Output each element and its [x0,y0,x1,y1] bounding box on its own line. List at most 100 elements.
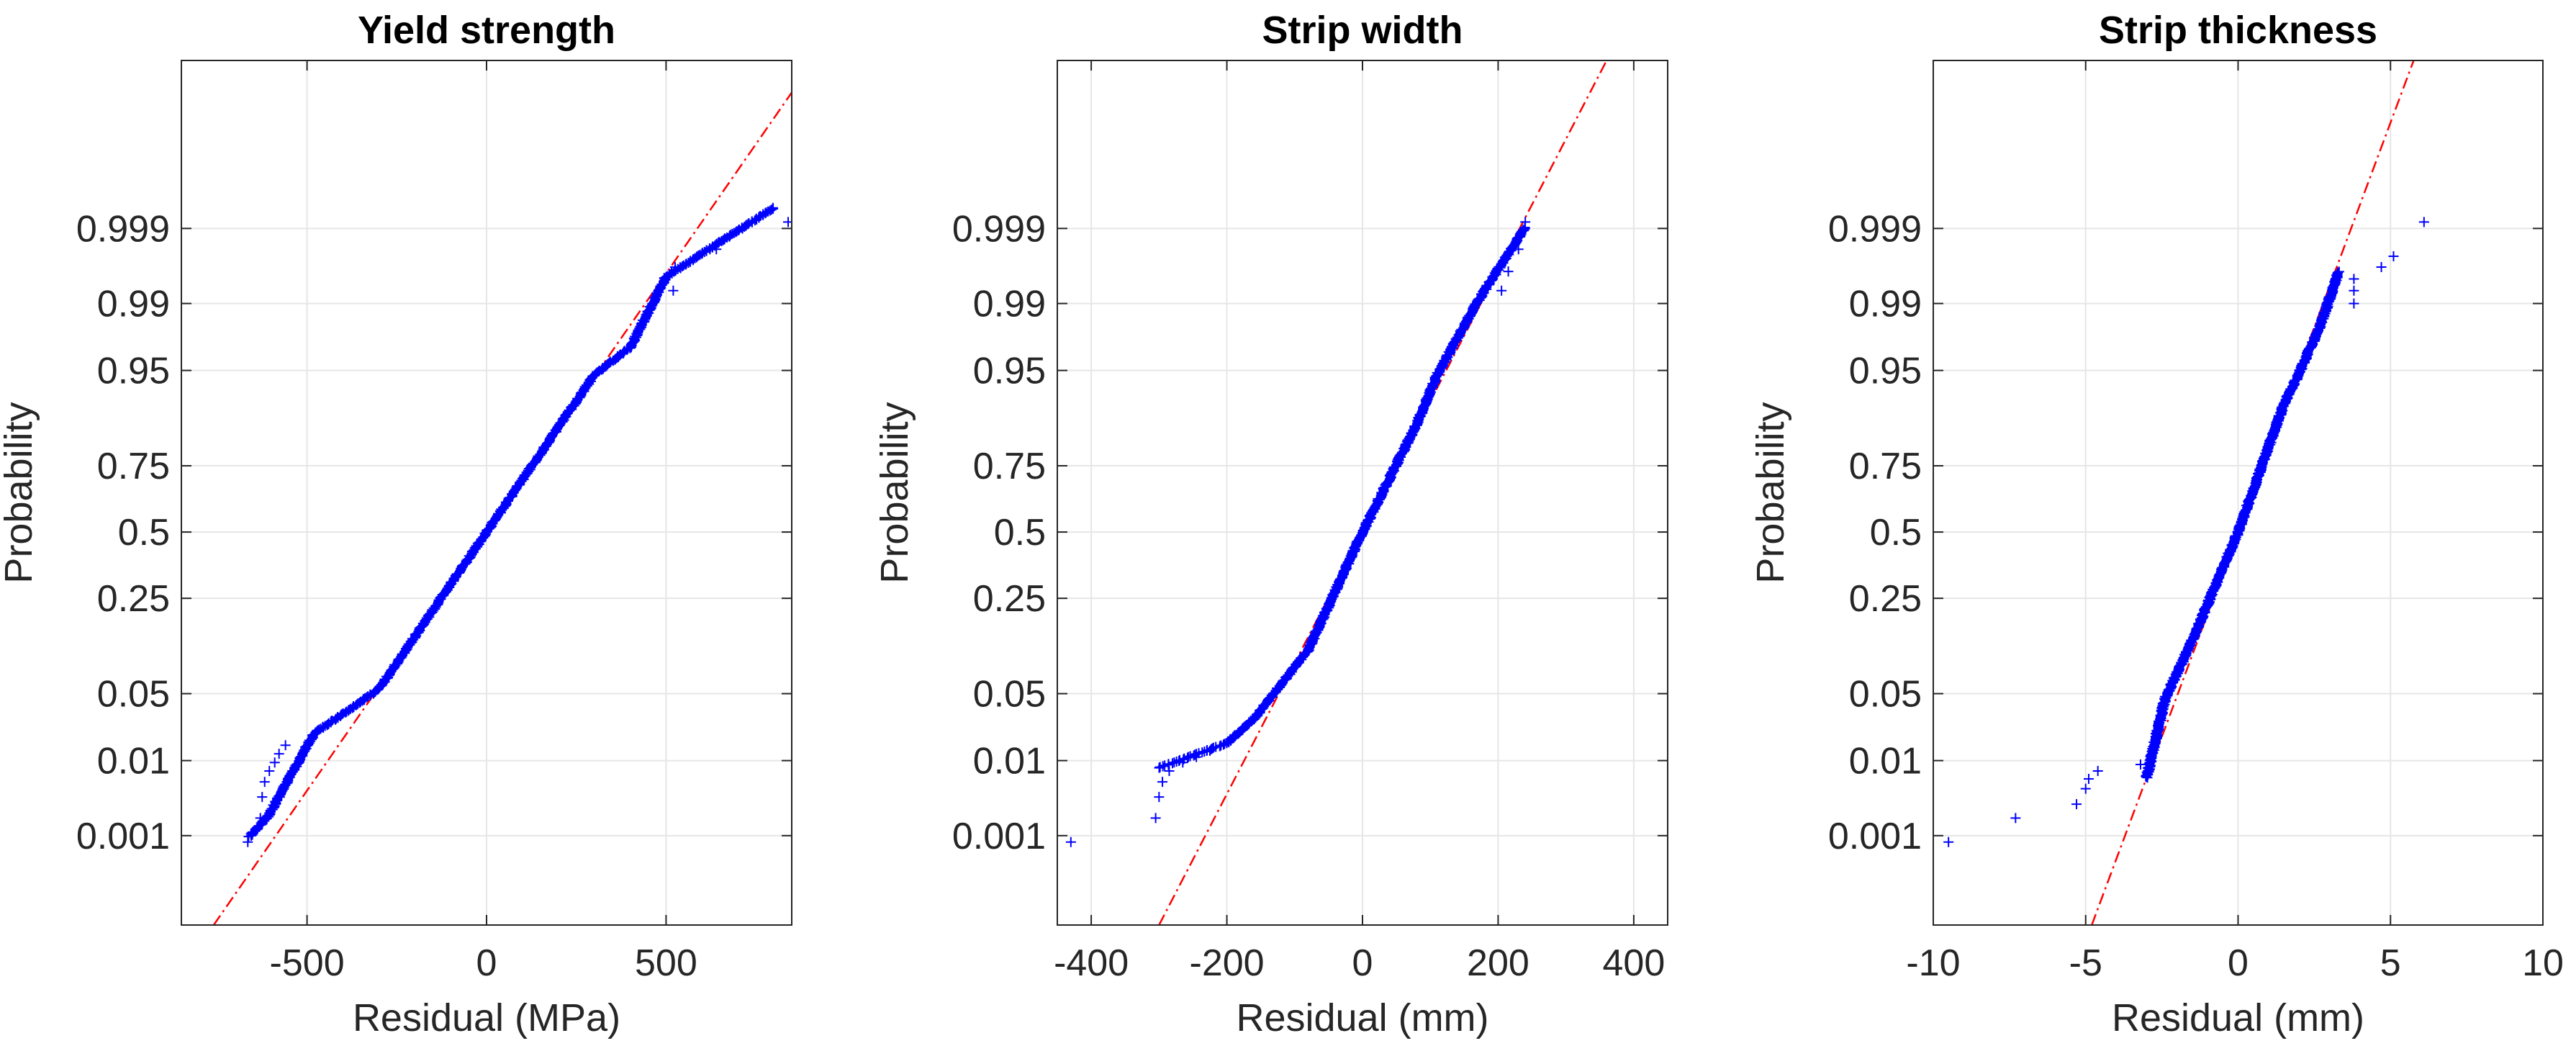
data-point [280,740,291,751]
plot-contents [212,91,792,925]
y-tick-label: 0.01 [973,741,1046,782]
data-point [766,204,777,215]
data-point [1157,777,1168,788]
x-axis-label: Residual (MPa) [353,996,620,1039]
data-point [2071,799,2082,810]
plot-contents [1943,60,2429,925]
x-tick-label: -5 [2069,942,2102,984]
x-tick-label: -10 [1906,942,1960,984]
plot-3: -10 -5 0 5 10 0.001 0.01 0.05 0.25 0.5 0.75 0.95 0.9… [1749,9,2564,1039]
x-tick-label: -400 [1054,942,1129,984]
data-point [2083,773,2094,784]
y-tick-label: 0.01 [97,741,170,782]
data-point [1206,744,1216,754]
data-point [2349,285,2359,296]
plot-contents [1065,60,1608,925]
data-point [1178,757,1188,768]
y-tick-label: 0.05 [97,674,170,716]
y-tick-label: 0.999 [952,208,1046,250]
y-tick-label: 0.25 [1849,578,1922,620]
data-point [2349,298,2359,309]
data-point [269,757,280,768]
y-tick-label: 0.001 [76,816,170,857]
data-point [274,749,284,759]
data-point [711,244,722,255]
x-tick-label: 0 [476,942,497,984]
data-point [264,766,275,777]
data-point [668,285,679,296]
data-point [731,226,742,237]
y-tick-label: 0.5 [994,512,1046,554]
y-tick-label: 0.75 [1849,446,1922,487]
data-point [2010,813,2021,824]
y-tick-label: 0.01 [1849,741,1922,782]
x-tick-label: 10 [2522,942,2564,984]
y-tick-label: 0.75 [973,446,1046,487]
data-point [669,262,680,273]
data-point [1943,836,1954,847]
chart-title: Strip thickness [2099,9,2377,52]
data-point [243,836,253,847]
data-point [1518,225,1529,235]
data-point [1513,244,1524,255]
data-point [2333,266,2344,277]
data-point [2080,783,2091,794]
y-tick-label: 0.001 [1828,816,1922,857]
x-tick-label: -500 [270,942,345,984]
y-tick-label: 0.05 [973,674,1046,716]
y-axis-label: Probability [1749,402,1792,583]
data-point [1197,747,1208,758]
data-point [767,202,778,213]
y-axis-label: Probability [873,402,916,583]
data-point [741,220,751,230]
reference-line [2091,60,2415,925]
data-point [363,691,374,702]
y-tick-label: 0.95 [97,351,170,392]
data-point [2092,766,2103,777]
y-tick-label: 0.001 [952,816,1046,857]
data-point [1164,766,1175,777]
data-point [1496,285,1507,296]
data-point [317,721,328,732]
plot-1: -500 0 500 0.001 0.01 0.05 0.25 0.5 0.75 0.95 0.99… [0,9,792,1039]
reference-line [212,91,792,925]
x-axis-label: Residual (mm) [2112,996,2364,1039]
data-point [2349,274,2359,284]
y-tick-label: 0.25 [97,578,170,620]
chart-title: Strip width [1262,9,1463,52]
data-point [1065,836,1076,847]
data-point [1169,757,1180,768]
data-point [1154,792,1165,803]
x-tick-label: -200 [1190,942,1265,984]
data-point [255,813,266,824]
data-point [1205,745,1215,756]
data-point [2388,251,2399,261]
plot-2: -400 -200 0 200 400 0.001 0.01 0.05 0.25 0.5 0.75 0… [873,9,1668,1039]
y-tick-label: 0.75 [97,446,170,487]
y-tick-label: 0.99 [973,284,1046,325]
x-tick-label: 0 [2228,942,2249,984]
y-tick-label: 0.99 [97,284,170,325]
data-point [2376,262,2387,273]
y-tick-label: 0.99 [1849,284,1922,325]
y-tick-label: 0.05 [1849,674,1922,716]
data-point [2418,217,2429,227]
data-point [2333,267,2344,278]
data-point [259,777,270,788]
data-point [2135,759,2146,770]
y-tick-label: 0.5 [1870,512,1922,554]
y-tick-label: 0.999 [76,208,170,250]
x-axis-label: Residual (mm) [1236,996,1488,1039]
x-tick-label: 0 [1352,942,1373,984]
chart-title: Yield strength [358,9,615,52]
x-tick-label: 400 [1603,942,1666,984]
y-axis-label: Probability [0,402,40,583]
reference-line [1158,60,1608,925]
x-tick-label: 5 [2380,942,2401,984]
data-point [1191,752,1202,762]
data-point [1150,813,1161,824]
y-tick-label: 0.5 [118,512,170,554]
y-tick-label: 0.25 [973,578,1046,620]
data-point [1503,266,1514,277]
